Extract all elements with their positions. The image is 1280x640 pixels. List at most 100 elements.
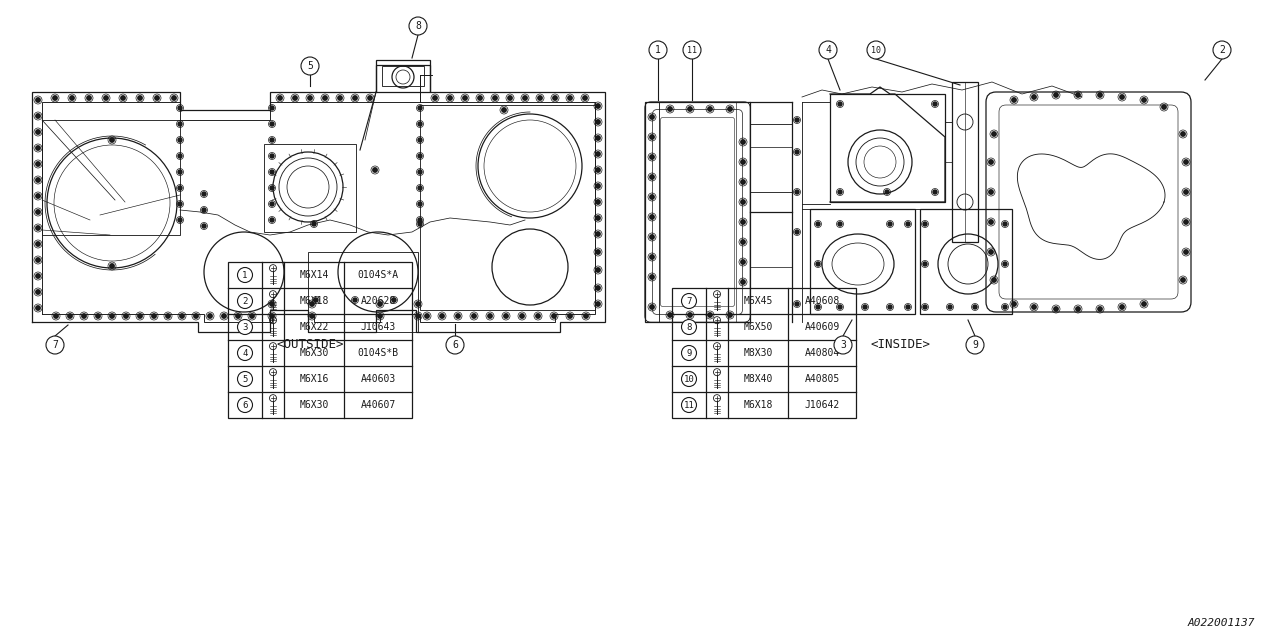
Circle shape xyxy=(708,107,712,111)
Circle shape xyxy=(923,305,927,309)
Circle shape xyxy=(684,41,701,59)
Circle shape xyxy=(728,107,732,111)
Circle shape xyxy=(741,200,745,204)
Circle shape xyxy=(425,314,429,318)
Circle shape xyxy=(193,314,198,318)
Circle shape xyxy=(1098,93,1102,97)
Circle shape xyxy=(888,305,892,309)
Circle shape xyxy=(933,102,937,106)
Circle shape xyxy=(202,224,206,228)
Circle shape xyxy=(419,170,422,174)
Circle shape xyxy=(741,220,745,224)
Circle shape xyxy=(681,371,696,387)
Circle shape xyxy=(681,346,696,360)
Circle shape xyxy=(989,190,993,194)
Circle shape xyxy=(238,268,252,282)
Circle shape xyxy=(568,96,572,100)
Circle shape xyxy=(650,235,654,239)
Circle shape xyxy=(1120,95,1124,99)
Circle shape xyxy=(138,96,142,100)
Circle shape xyxy=(36,290,40,294)
Circle shape xyxy=(1004,262,1007,266)
Circle shape xyxy=(553,96,557,100)
Circle shape xyxy=(1162,105,1166,109)
Circle shape xyxy=(448,96,452,100)
Circle shape xyxy=(419,202,422,206)
Circle shape xyxy=(1184,250,1188,254)
Text: 7: 7 xyxy=(686,296,691,305)
Circle shape xyxy=(36,226,40,230)
Circle shape xyxy=(595,302,600,306)
Text: 10: 10 xyxy=(684,374,694,383)
Circle shape xyxy=(172,96,177,100)
Circle shape xyxy=(687,313,692,317)
Circle shape xyxy=(110,138,114,142)
Circle shape xyxy=(650,255,654,259)
Circle shape xyxy=(419,154,422,158)
Circle shape xyxy=(36,242,40,246)
Circle shape xyxy=(838,190,842,194)
Text: M6X16: M6X16 xyxy=(300,374,329,384)
Circle shape xyxy=(863,305,867,309)
Text: M6X18: M6X18 xyxy=(744,400,773,410)
Circle shape xyxy=(270,186,274,190)
Circle shape xyxy=(888,222,892,226)
Circle shape xyxy=(378,302,383,306)
Circle shape xyxy=(504,314,508,318)
Text: 2: 2 xyxy=(1219,45,1225,55)
Circle shape xyxy=(270,302,274,306)
Circle shape xyxy=(207,314,212,318)
Circle shape xyxy=(595,136,600,140)
Circle shape xyxy=(741,160,745,164)
Circle shape xyxy=(433,96,438,100)
Circle shape xyxy=(124,314,128,318)
Circle shape xyxy=(270,122,274,126)
Circle shape xyxy=(310,302,314,306)
Circle shape xyxy=(552,314,557,318)
Bar xyxy=(672,288,856,418)
Circle shape xyxy=(906,222,910,226)
Circle shape xyxy=(1184,220,1188,224)
Text: M8X30: M8X30 xyxy=(744,348,773,358)
Bar xyxy=(264,144,356,232)
Text: M8X40: M8X40 xyxy=(744,374,773,384)
Text: 4: 4 xyxy=(826,45,831,55)
Circle shape xyxy=(1180,278,1185,282)
Circle shape xyxy=(178,106,182,110)
Circle shape xyxy=(166,314,170,318)
Text: 6: 6 xyxy=(242,401,248,410)
Text: 9: 9 xyxy=(972,340,978,350)
Circle shape xyxy=(568,314,572,318)
Circle shape xyxy=(595,152,600,156)
Circle shape xyxy=(741,140,745,144)
Circle shape xyxy=(178,170,182,174)
Circle shape xyxy=(650,175,654,179)
Circle shape xyxy=(650,305,654,309)
Circle shape xyxy=(202,208,206,212)
Circle shape xyxy=(270,314,274,318)
Circle shape xyxy=(353,96,357,100)
Text: M6X22: M6X22 xyxy=(300,322,329,332)
Text: 5: 5 xyxy=(307,61,312,71)
Circle shape xyxy=(310,314,314,318)
Circle shape xyxy=(110,314,114,318)
Circle shape xyxy=(906,305,910,309)
Circle shape xyxy=(202,192,206,196)
Circle shape xyxy=(312,222,316,226)
Circle shape xyxy=(668,313,672,317)
Text: 1: 1 xyxy=(655,45,660,55)
Text: A40608: A40608 xyxy=(804,296,840,306)
Bar xyxy=(645,102,750,322)
Circle shape xyxy=(46,336,64,354)
Circle shape xyxy=(372,168,378,172)
Text: A40805: A40805 xyxy=(804,374,840,384)
Circle shape xyxy=(1075,93,1080,97)
Bar xyxy=(810,209,915,314)
Circle shape xyxy=(36,178,40,182)
Circle shape xyxy=(1075,307,1080,311)
Circle shape xyxy=(236,314,241,318)
Circle shape xyxy=(238,371,252,387)
Circle shape xyxy=(270,138,274,142)
Circle shape xyxy=(416,302,420,306)
Circle shape xyxy=(178,218,182,222)
